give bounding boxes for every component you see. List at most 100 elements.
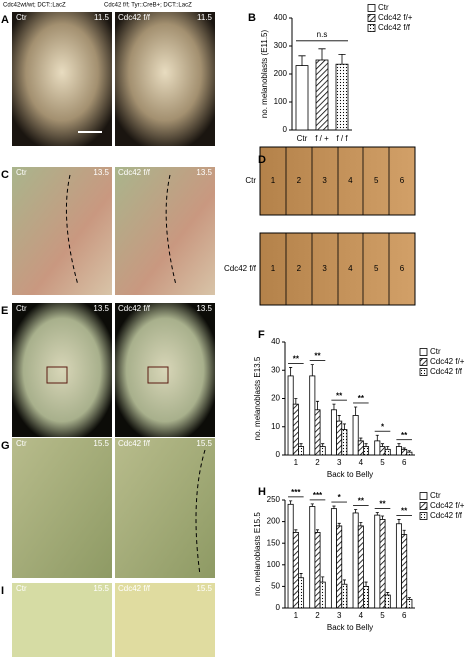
y-tick-label: 100 <box>274 97 288 106</box>
error-bar <box>315 529 320 533</box>
image-label: Ctr <box>16 439 27 448</box>
field-number: 3 <box>322 176 327 185</box>
stage-label: 15.5 <box>196 439 212 448</box>
image-label: Cdc42 f/f <box>118 168 151 177</box>
error-bar <box>310 503 314 507</box>
image-label: Cdc42 f/f <box>118 584 151 593</box>
y-tick-label: 100 <box>267 560 281 569</box>
field-number: 6 <box>400 264 405 273</box>
significance-label: ** <box>314 352 321 361</box>
y-tick-label: 20 <box>271 394 280 403</box>
y-tick-label: 0 <box>276 603 281 612</box>
bar <box>298 446 305 456</box>
x-tick-label: 5 <box>380 458 385 467</box>
x-tick-label: 4 <box>359 458 364 467</box>
legend-swatch <box>419 358 428 366</box>
panel-letter: A <box>1 14 9 26</box>
stage-label: 15.5 <box>93 584 109 593</box>
error-bar <box>315 400 320 410</box>
bar <box>292 403 299 456</box>
error-bar <box>294 529 298 533</box>
error-bar <box>299 443 303 447</box>
legend-label: Cdc42 f/f <box>378 23 411 32</box>
y-tick-label: 30 <box>271 365 280 374</box>
bar <box>352 512 359 609</box>
x-tick-label: Ctr <box>297 134 308 143</box>
field-number: 5 <box>374 264 379 273</box>
legend-swatch <box>419 502 428 510</box>
error-bar <box>337 415 341 422</box>
panel-letter: D <box>258 154 266 166</box>
error-bar <box>332 403 336 410</box>
bar <box>363 586 370 609</box>
significance-label: ** <box>401 507 408 516</box>
image-label: Cdc42 f/f <box>118 304 151 313</box>
error-bar <box>359 437 363 441</box>
error-bar <box>321 576 325 583</box>
error-bar <box>298 55 306 66</box>
error-bar <box>402 447 406 450</box>
significance-label: ** <box>358 497 365 506</box>
legend-label: Ctr <box>430 347 441 356</box>
legend-swatch <box>419 348 428 356</box>
x-axis-label: Back to Belly <box>327 623 373 632</box>
significance-label: ** <box>379 500 386 509</box>
stage-label: 11.5 <box>197 13 213 22</box>
stage-label: 15.5 <box>196 584 212 593</box>
bar <box>406 598 413 609</box>
y-tick-label: 40 <box>271 337 280 346</box>
bar <box>287 503 294 609</box>
stage-label: 13.5 <box>93 168 109 177</box>
bar <box>352 415 359 456</box>
stage-label: 13.5 <box>196 168 212 177</box>
row-label: Cdc42 f/f <box>224 264 257 273</box>
error-bar <box>310 364 314 376</box>
y-tick-label: 200 <box>267 517 281 526</box>
x-axis-label: Back to Belly <box>327 470 373 479</box>
significance-label: n.s <box>317 30 328 39</box>
legend-swatch <box>367 14 376 22</box>
y-tick-label: 50 <box>271 582 280 591</box>
error-bar <box>294 398 298 405</box>
y-tick-label: 0 <box>276 450 281 459</box>
significance-label: ** <box>293 355 300 364</box>
significance-label: ** <box>358 394 365 403</box>
bar <box>395 523 402 609</box>
image-label: Ctr <box>16 13 27 22</box>
significance-label: ** <box>401 431 408 440</box>
field-number: 1 <box>271 176 276 185</box>
x-tick-label: 5 <box>380 611 385 620</box>
image-label: Cdc42 f/f <box>118 13 151 22</box>
bar <box>401 534 408 609</box>
y-axis-label: no. melanoblasts E15.5 <box>253 512 262 596</box>
bar <box>314 532 321 609</box>
y-tick-label: 10 <box>271 422 280 431</box>
panel-letter: C <box>1 169 9 181</box>
legend-label: Cdc42 f/f <box>430 367 463 376</box>
bar <box>406 451 413 456</box>
error-bar <box>397 443 401 447</box>
panel-letter: E <box>1 305 8 317</box>
legend-label: Ctr <box>430 491 441 500</box>
y-tick-label: 250 <box>267 495 281 504</box>
legend-label: Cdc42 f/+ <box>430 357 465 366</box>
bar <box>330 409 337 456</box>
stage-label: 13.5 <box>93 304 109 313</box>
panel-letter: I <box>1 585 4 597</box>
error-bar <box>338 54 346 65</box>
bar <box>357 440 364 456</box>
error-bar <box>380 515 385 520</box>
error-bar <box>289 500 293 505</box>
panel-letter: F <box>258 329 265 341</box>
bar <box>384 594 391 609</box>
bar <box>379 446 386 456</box>
legend-swatch <box>367 4 376 12</box>
stage-label: 11.5 <box>94 13 110 22</box>
error-bar <box>364 443 368 447</box>
x-tick-label: 4 <box>359 611 364 620</box>
significance-label: *** <box>313 491 323 500</box>
bar <box>319 581 326 609</box>
y-tick-label: 150 <box>267 538 281 547</box>
image-label: Ctr <box>16 304 27 313</box>
